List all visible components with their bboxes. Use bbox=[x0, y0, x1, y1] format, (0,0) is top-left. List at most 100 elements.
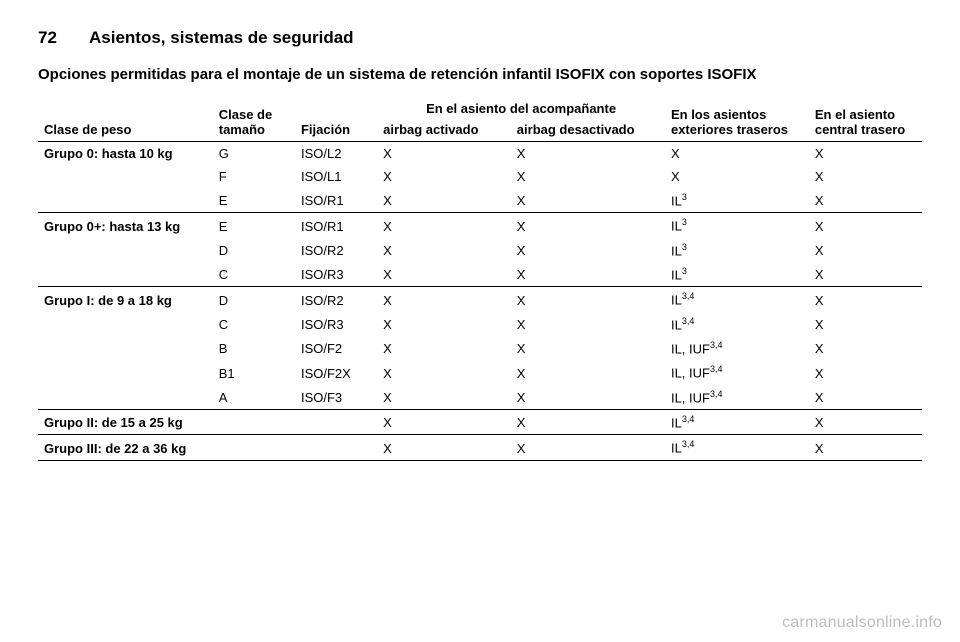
th-rear-center: En el asiento central trasero bbox=[809, 97, 922, 142]
table-cell: IL3 bbox=[665, 262, 809, 287]
table-row: Grupo III: de 22 a 36 kgXXIL3,4X bbox=[38, 435, 922, 460]
table-cell: Grupo 0+: hasta 13 kg bbox=[38, 213, 213, 238]
table-cell: X bbox=[377, 336, 511, 360]
table-cell: X bbox=[809, 336, 922, 360]
footnote-ref: 3,4 bbox=[710, 389, 723, 399]
th-front-seat-group: En el asiento del acompañante bbox=[377, 97, 665, 118]
table-cell: X bbox=[511, 409, 665, 434]
table-row: B1ISO/F2XXXIL, IUF3,4X bbox=[38, 360, 922, 384]
table-cell: ISO/R2 bbox=[295, 287, 377, 312]
table-cell: B1 bbox=[213, 360, 295, 384]
table-cell: X bbox=[377, 188, 511, 213]
table-cell: X bbox=[665, 165, 809, 188]
table-cell: X bbox=[377, 287, 511, 312]
table-cell: Grupo I: de 9 a 18 kg bbox=[38, 287, 213, 312]
table-cell: ISO/L2 bbox=[295, 142, 377, 166]
table-cell bbox=[38, 238, 213, 262]
table-cell: ISO/R2 bbox=[295, 238, 377, 262]
table-cell: IL3 bbox=[665, 213, 809, 238]
table-cell bbox=[213, 409, 295, 434]
table-cell: IL, IUF3,4 bbox=[665, 360, 809, 384]
table-cell: G bbox=[213, 142, 295, 166]
table-cell: E bbox=[213, 188, 295, 213]
table-cell: D bbox=[213, 238, 295, 262]
footnote-ref: 3 bbox=[682, 192, 687, 202]
table-row: CISO/R3XXIL3X bbox=[38, 262, 922, 287]
table-cell: F bbox=[213, 165, 295, 188]
table-cell: X bbox=[511, 287, 665, 312]
page-number: 72 bbox=[38, 28, 57, 48]
table-cell bbox=[38, 188, 213, 213]
table-cell: X bbox=[511, 142, 665, 166]
table-cell: IL3,4 bbox=[665, 435, 809, 460]
table-cell bbox=[295, 409, 377, 434]
table-cell bbox=[38, 360, 213, 384]
table-cell: IL, IUF3,4 bbox=[665, 385, 809, 410]
page-header: 72 Asientos, sistemas de seguridad bbox=[38, 28, 922, 48]
table-cell: X bbox=[809, 312, 922, 336]
table-cell bbox=[38, 165, 213, 188]
table-cell: X bbox=[377, 409, 511, 434]
table-cell: A bbox=[213, 385, 295, 410]
table-cell: X bbox=[809, 262, 922, 287]
footnote-ref: 3,4 bbox=[682, 291, 695, 301]
table-cell: Grupo 0: hasta 10 kg bbox=[38, 142, 213, 166]
table-cell: ISO/R1 bbox=[295, 213, 377, 238]
table-body: Grupo 0: hasta 10 kgGISO/L2XXXXFISO/L1XX… bbox=[38, 142, 922, 461]
watermark: carmanualsonline.info bbox=[782, 614, 942, 632]
subtitle: Opciones permitidas para el montaje de u… bbox=[38, 66, 922, 83]
table-cell: IL, IUF3,4 bbox=[665, 336, 809, 360]
table-cell: X bbox=[809, 165, 922, 188]
table-cell: X bbox=[511, 385, 665, 410]
table-cell bbox=[38, 385, 213, 410]
table-cell: X bbox=[809, 409, 922, 434]
table-cell bbox=[38, 262, 213, 287]
table-row: Grupo 0+: hasta 13 kgEISO/R1XXIL3X bbox=[38, 213, 922, 238]
table-cell: ISO/L1 bbox=[295, 165, 377, 188]
table-cell: IL3,4 bbox=[665, 287, 809, 312]
table-cell: X bbox=[511, 312, 665, 336]
table-cell: X bbox=[511, 213, 665, 238]
table-cell: Grupo II: de 15 a 25 kg bbox=[38, 409, 213, 434]
table-cell: X bbox=[809, 287, 922, 312]
table-cell: X bbox=[511, 262, 665, 287]
table-cell: X bbox=[377, 238, 511, 262]
table-cell: X bbox=[511, 188, 665, 213]
table-row: Grupo I: de 9 a 18 kgDISO/R2XXIL3,4X bbox=[38, 287, 922, 312]
table-cell: X bbox=[809, 238, 922, 262]
table-cell: X bbox=[377, 360, 511, 384]
table-cell: X bbox=[809, 385, 922, 410]
th-weight-class: Clase de peso bbox=[38, 97, 213, 142]
table-cell: X bbox=[511, 336, 665, 360]
table-cell bbox=[38, 312, 213, 336]
table-cell: B bbox=[213, 336, 295, 360]
table-cell: X bbox=[377, 435, 511, 460]
table-cell: X bbox=[809, 188, 922, 213]
table-row: FISO/L1XXXX bbox=[38, 165, 922, 188]
table-row: CISO/R3XXIL3,4X bbox=[38, 312, 922, 336]
table-cell: X bbox=[377, 312, 511, 336]
table-cell: D bbox=[213, 287, 295, 312]
table-cell: ISO/F2X bbox=[295, 360, 377, 384]
footnote-ref: 3 bbox=[682, 242, 687, 252]
table-cell: E bbox=[213, 213, 295, 238]
table-row: Grupo 0: hasta 10 kgGISO/L2XXXX bbox=[38, 142, 922, 166]
footnote-ref: 3 bbox=[682, 266, 687, 276]
table-cell: X bbox=[377, 165, 511, 188]
table-cell: X bbox=[511, 165, 665, 188]
table-row: AISO/F3XXIL, IUF3,4X bbox=[38, 385, 922, 410]
table-cell: IL3 bbox=[665, 188, 809, 213]
table-cell: X bbox=[377, 213, 511, 238]
footnote-ref: 3,4 bbox=[682, 439, 695, 449]
table-cell: X bbox=[809, 213, 922, 238]
table-cell bbox=[213, 435, 295, 460]
table-cell: C bbox=[213, 262, 295, 287]
table-cell bbox=[295, 435, 377, 460]
footnote-ref: 3,4 bbox=[682, 316, 695, 326]
table-cell: X bbox=[511, 360, 665, 384]
table-cell: IL3 bbox=[665, 238, 809, 262]
table-cell: X bbox=[377, 262, 511, 287]
table-cell: ISO/F2 bbox=[295, 336, 377, 360]
table-cell: X bbox=[809, 435, 922, 460]
table-row: Grupo II: de 15 a 25 kgXXIL3,4X bbox=[38, 409, 922, 434]
